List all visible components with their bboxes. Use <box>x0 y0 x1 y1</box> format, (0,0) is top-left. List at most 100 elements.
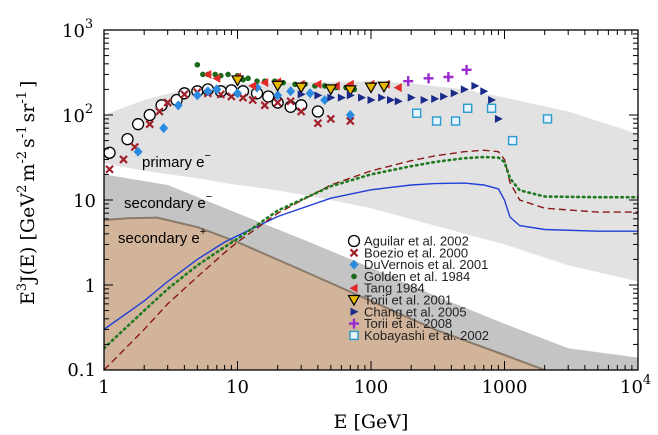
data-point <box>212 84 222 95</box>
data-point <box>105 164 114 174</box>
data-point <box>326 114 336 124</box>
data-point <box>248 81 257 91</box>
data-point <box>320 95 330 106</box>
data-point <box>343 85 357 97</box>
data-point <box>194 61 201 68</box>
x-tick-label: 104 <box>620 373 651 398</box>
legend-entry: Torii et al. 2001 <box>364 293 452 308</box>
y-tick-label: 1 <box>85 276 96 297</box>
data-point <box>212 71 218 78</box>
data-point <box>192 90 202 101</box>
data-point <box>203 69 212 79</box>
data-point <box>212 73 221 83</box>
data-point <box>286 86 296 97</box>
legend-entry: Chang et al. 2005 <box>364 304 467 319</box>
legend-entry: Kobayashi et al. 2002 <box>364 328 489 343</box>
data-point <box>286 97 295 106</box>
data-point <box>294 82 308 94</box>
data-point <box>131 118 145 131</box>
data-point <box>460 85 469 94</box>
data-point <box>227 92 236 101</box>
data-point <box>443 71 454 82</box>
data-point <box>327 93 336 102</box>
data-point <box>450 89 459 98</box>
data-point <box>273 98 282 107</box>
data-point <box>407 93 416 102</box>
legend-marker <box>349 248 359 258</box>
data-point <box>311 105 325 118</box>
data-point <box>173 100 183 111</box>
data-point <box>163 98 172 107</box>
data-point <box>450 116 461 126</box>
y-axis-label: E3J(E) [GeV2m-2s-1sr-1] <box>15 81 39 305</box>
data-point <box>230 75 245 87</box>
legend-marker <box>347 294 361 307</box>
data-point <box>200 71 206 78</box>
data-point <box>143 108 156 122</box>
data-point <box>440 92 449 101</box>
data-point <box>423 73 434 84</box>
y-tick-labels: 0.1 1 10 102 103 <box>62 17 96 381</box>
data-point <box>273 90 283 101</box>
legend-marker <box>347 234 361 248</box>
data-point <box>180 90 189 99</box>
data-point <box>313 118 323 128</box>
data-point <box>494 114 503 123</box>
band-layer <box>104 81 638 370</box>
primary-electron-band <box>104 81 638 282</box>
legend-marker <box>349 259 359 270</box>
data-point <box>225 71 231 78</box>
data-point <box>488 96 497 105</box>
data-point <box>145 119 154 129</box>
legend-marker <box>350 307 359 316</box>
data-point <box>248 95 257 105</box>
data-point <box>337 93 346 102</box>
axis-ticks <box>103 29 639 371</box>
data-point <box>119 155 128 164</box>
data-point <box>358 93 367 102</box>
data-point <box>305 88 315 99</box>
data-point <box>367 96 376 105</box>
data-point <box>542 114 553 124</box>
legend-marker <box>351 273 357 280</box>
data-point <box>387 96 396 105</box>
legend-marker <box>349 330 359 341</box>
data-point <box>377 81 391 93</box>
data-point <box>155 107 164 116</box>
data-point <box>471 81 480 90</box>
data-point <box>345 110 355 120</box>
data-point <box>133 146 143 157</box>
data-point <box>121 132 134 146</box>
data-point <box>364 82 378 94</box>
y-tick-label: 0.1 <box>67 360 96 381</box>
legend-entry: Torii et al. 2008 <box>364 316 452 331</box>
data-point <box>233 88 242 99</box>
data-point <box>378 93 387 102</box>
legend-marker <box>349 283 358 293</box>
data-point <box>431 94 440 103</box>
legend-marker <box>349 318 359 329</box>
legend-entry: DuVernois et al. 2001 <box>364 257 488 272</box>
y-tick-label: 103 <box>62 17 93 42</box>
x-tick-label: 10 <box>226 377 249 398</box>
x-axis-label: E [GeV] <box>334 411 409 433</box>
model-curve-solid <box>104 182 638 330</box>
data-point <box>507 135 518 146</box>
data-point <box>394 97 403 106</box>
data-point <box>324 84 338 96</box>
data-point <box>159 123 169 134</box>
x-tick-label: 1 <box>98 377 109 398</box>
legend-entry: Golden et al. 1984 <box>364 269 470 284</box>
x-tick-labels: 1 10 100 1000 104 <box>98 373 651 398</box>
data-points <box>104 61 553 174</box>
data-point <box>403 76 414 87</box>
x-tick-label: 1000 <box>482 377 528 398</box>
data-point <box>314 91 323 100</box>
data-point <box>245 75 251 82</box>
data-point <box>486 103 497 113</box>
data-point <box>420 96 429 105</box>
data-point <box>260 101 270 110</box>
band-labels: primary e− secondary e− secondary e+ <box>118 150 212 247</box>
